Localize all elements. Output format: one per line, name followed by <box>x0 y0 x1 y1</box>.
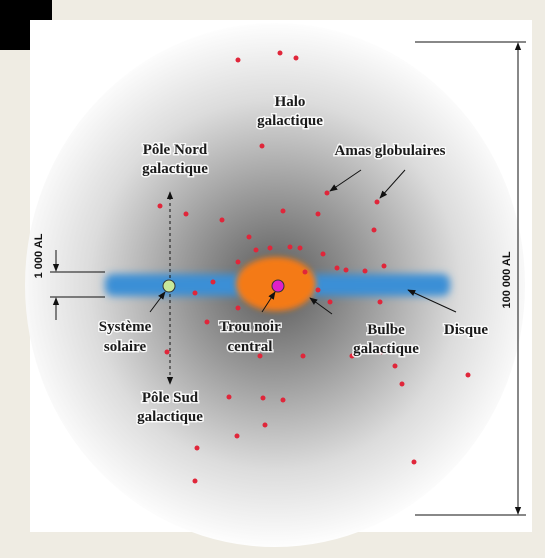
galaxy-diagram: Halogalactique Amas globulaires Pôle Nor… <box>0 0 545 558</box>
thickness-label: 1 000 AL <box>33 233 45 278</box>
diameter-label: 100 000 AL <box>501 251 513 308</box>
solar-system <box>163 280 175 292</box>
label: Amas globulaires <box>335 143 446 159</box>
black-hole <box>272 280 284 292</box>
label: Disque <box>444 322 489 338</box>
